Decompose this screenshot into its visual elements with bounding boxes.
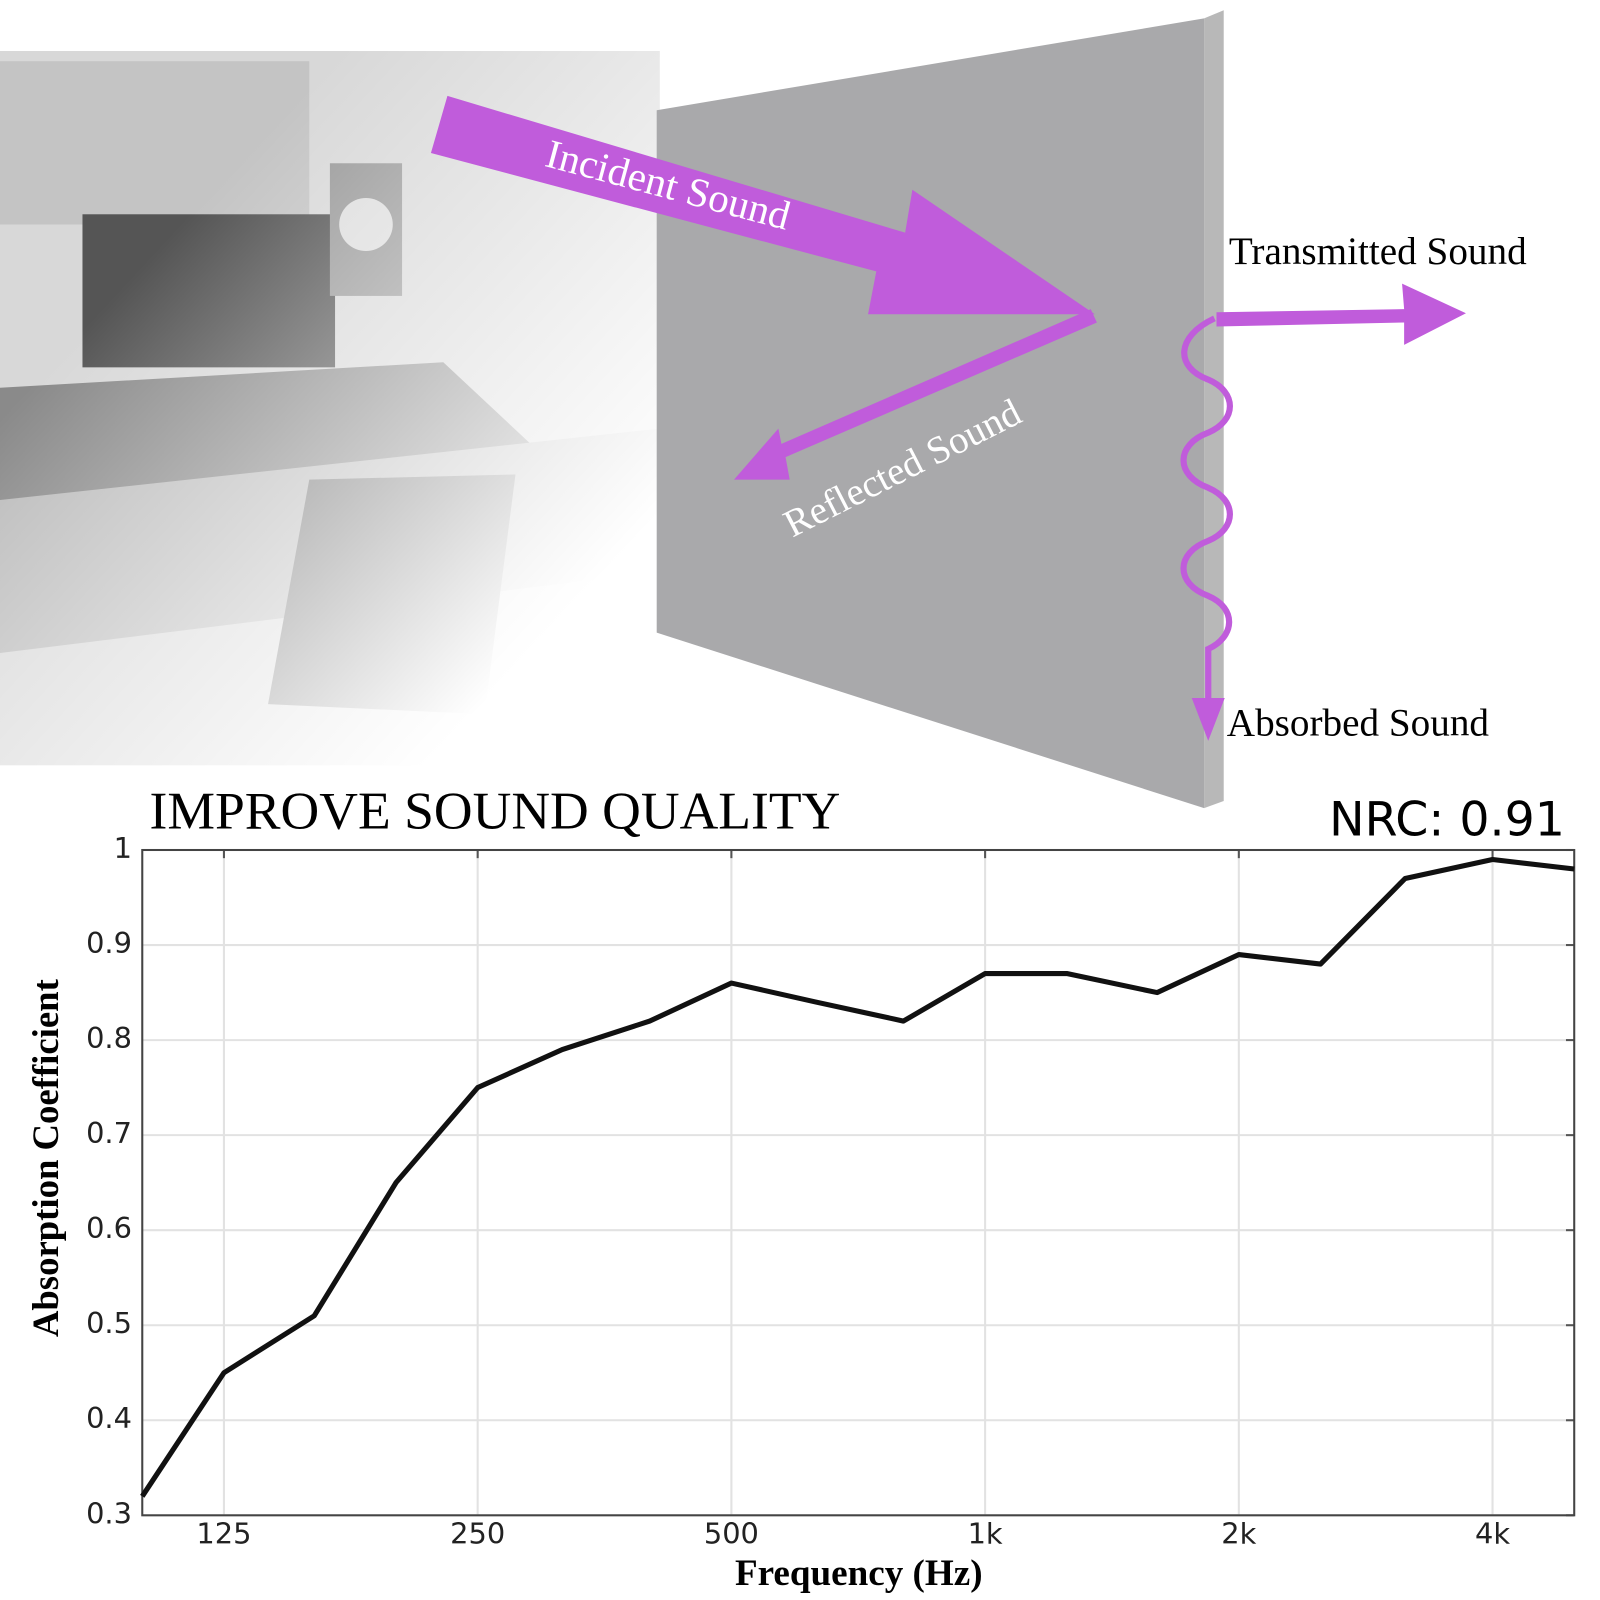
acoustic-panel-side — [1204, 10, 1224, 809]
y-tick-label: 0.5 — [86, 1306, 132, 1340]
data-line — [140, 856, 1575, 1498]
x-tick-label: 4k — [1475, 1517, 1510, 1551]
absorbed-label: Absorbed Sound — [1227, 702, 1490, 745]
chart-title: IMPROVE SOUND QUALITY — [149, 781, 840, 841]
y-tick-label: 0.6 — [86, 1211, 132, 1245]
plot-frame — [141, 848, 1576, 1517]
x-axis-label: Frequency (Hz) — [735, 1552, 983, 1594]
plot-area: 0.3 0.4 0.5 0.6 0.7 0.8 0.9 1 125 250 500 1k 2k 4k — [86, 831, 1576, 1551]
y-tick-label: 0.7 — [86, 1116, 132, 1150]
y-tick-label: 1 — [114, 831, 132, 865]
x-tick-label: 250 — [450, 1517, 505, 1551]
y-tick-label: 0.9 — [86, 926, 132, 960]
x-tick-label: 125 — [196, 1517, 251, 1551]
x-tick-label: 1k — [968, 1517, 1003, 1551]
x-tick-label: 2k — [1221, 1517, 1256, 1551]
sound-arrows — [430, 95, 1466, 741]
transmitted-label: Transmitted Sound — [1229, 230, 1527, 273]
x-tick-label: 500 — [704, 1517, 759, 1551]
nrc-label: NRC: 0.91 — [1329, 793, 1565, 848]
y-tick-label: 0.8 — [86, 1021, 132, 1055]
plot-background — [142, 850, 1575, 1516]
acoustic-panel — [656, 18, 1205, 809]
y-tick-label: 0.4 — [86, 1401, 132, 1435]
y-axis-label: Absorption Coefficient — [25, 978, 66, 1337]
y-tick-label: 0.3 — [86, 1496, 132, 1530]
